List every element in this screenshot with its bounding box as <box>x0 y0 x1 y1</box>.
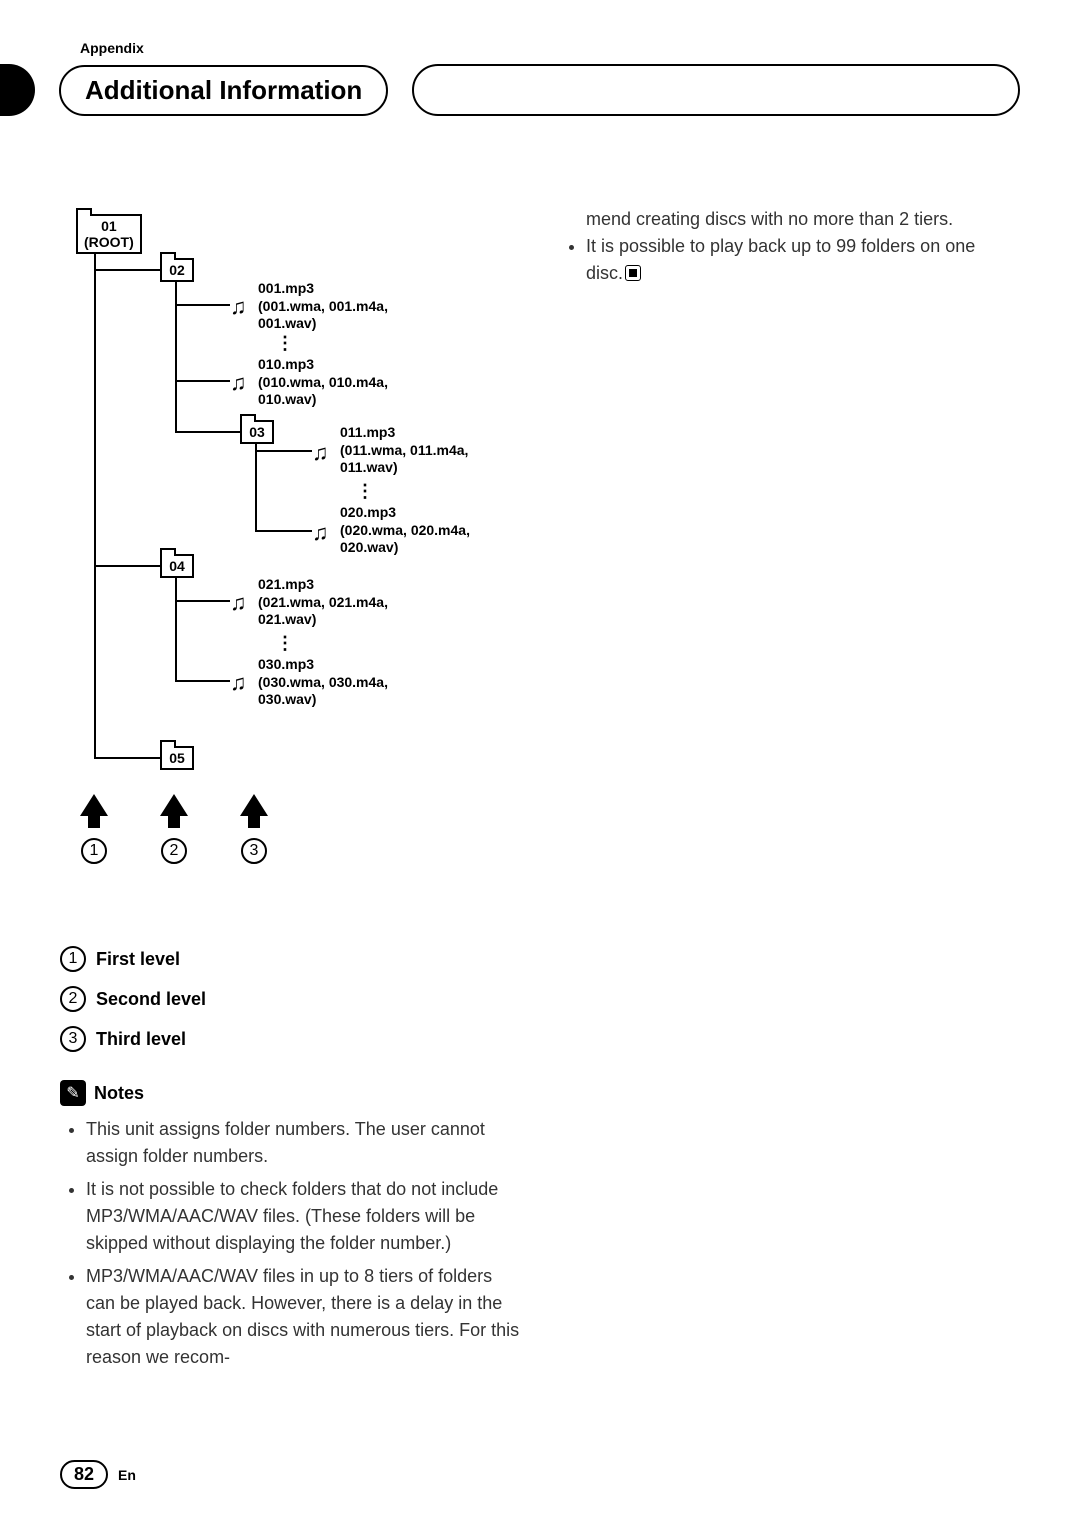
bullet-text: It is possible to play back up to 99 fol… <box>586 236 975 283</box>
tree-line <box>175 380 230 382</box>
up-arrow-icon <box>80 794 108 816</box>
tree-line <box>175 680 230 682</box>
left-column: 01(ROOT) 02 03 04 05 ♫ ♫ ♫ ♫ ♫ ♫ 001.mp3(001.wma, 0… <box>60 206 520 1377</box>
folder-node: 03 <box>240 420 274 444</box>
continuation-text: mend creating discs with no more than 2 … <box>560 206 1000 233</box>
ellipsis-icon: ⋮ <box>276 334 294 352</box>
folder-node: 02 <box>160 258 194 282</box>
up-arrow-stem <box>248 814 260 828</box>
ellipsis-icon: ⋮ <box>276 634 294 652</box>
folder-tree-diagram: 01(ROOT) 02 03 04 05 ♫ ♫ ♫ ♫ ♫ ♫ 001.mp3(001.wma, 0… <box>60 206 520 926</box>
legend-item: 1 First level <box>60 946 520 972</box>
music-note-icon: ♫ <box>312 440 329 466</box>
notes-title: Notes <box>94 1083 144 1104</box>
circled-number: 3 <box>241 838 267 864</box>
music-note-icon: ♫ <box>312 520 329 546</box>
note-item: This unit assigns folder numbers. The us… <box>86 1116 520 1170</box>
folder-node: 04 <box>160 554 194 578</box>
pencil-icon: ✎ <box>60 1080 86 1106</box>
folder-node: 01(ROOT) <box>76 214 142 254</box>
tree-line <box>255 450 312 452</box>
note-item: It is not possible to check folders that… <box>86 1176 520 1257</box>
tree-line <box>255 530 312 532</box>
music-note-icon: ♫ <box>230 590 247 616</box>
up-arrow-icon <box>160 794 188 816</box>
legend-text: Second level <box>96 989 206 1010</box>
language-label: En <box>118 1467 136 1483</box>
legend-text: First level <box>96 949 180 970</box>
up-arrow-stem <box>168 814 180 828</box>
legend-text: Third level <box>96 1029 186 1050</box>
notes-list: This unit assigns folder numbers. The us… <box>60 1116 520 1371</box>
note-item: MP3/WMA/AAC/WAV files in up to 8 tiers o… <box>86 1263 520 1371</box>
tree-line <box>94 565 160 567</box>
level-legend: 1 First level 2 Second level 3 Third lev… <box>60 946 520 1052</box>
legend-item: 3 Third level <box>60 1026 520 1052</box>
tree-line <box>175 280 177 433</box>
circled-number: 1 <box>60 946 86 972</box>
tree-line <box>175 576 177 682</box>
file-label: 001.mp3(001.wma, 001.m4a,001.wav) <box>258 280 388 333</box>
tree-line <box>94 269 160 271</box>
stop-icon <box>625 265 641 281</box>
music-note-icon: ♫ <box>230 370 247 396</box>
file-label: 021.mp3(021.wma, 021.m4a,021.wav) <box>258 576 388 629</box>
up-arrow-stem <box>88 814 100 828</box>
section-tab <box>0 64 35 116</box>
file-label: 030.mp3(030.wma, 030.m4a,030.wav) <box>258 656 388 709</box>
tree-line <box>255 442 257 532</box>
page-footer: 82 En <box>60 1460 136 1489</box>
circled-number: 3 <box>60 1026 86 1052</box>
notes-header: ✎ Notes <box>60 1080 520 1106</box>
tree-line <box>175 304 230 306</box>
empty-header-pill <box>412 64 1020 116</box>
appendix-label: Appendix <box>80 40 1020 56</box>
file-label: 011.mp3(011.wma, 011.m4a,011.wav) <box>340 424 468 477</box>
tree-line <box>175 600 230 602</box>
note-item: It is possible to play back up to 99 fol… <box>586 233 1000 287</box>
folder-node: 05 <box>160 746 194 770</box>
circled-number: 1 <box>81 838 107 864</box>
tree-line <box>175 431 240 433</box>
circled-number: 2 <box>161 838 187 864</box>
music-note-icon: ♫ <box>230 294 247 320</box>
tree-line <box>94 757 160 759</box>
page-number: 82 <box>60 1460 108 1489</box>
up-arrow-icon <box>240 794 268 816</box>
tree-line <box>94 250 96 759</box>
header-row: Additional Information <box>60 64 1020 116</box>
music-note-icon: ♫ <box>230 670 247 696</box>
right-column: mend creating discs with no more than 2 … <box>560 206 1000 1377</box>
ellipsis-icon: ⋮ <box>356 482 374 500</box>
section-title: Additional Information <box>59 65 388 116</box>
file-label: 020.mp3(020.wma, 020.m4a,020.wav) <box>340 504 470 557</box>
legend-item: 2 Second level <box>60 986 520 1012</box>
circled-number: 2 <box>60 986 86 1012</box>
file-label: 010.mp3(010.wma, 010.m4a,010.wav) <box>258 356 388 409</box>
